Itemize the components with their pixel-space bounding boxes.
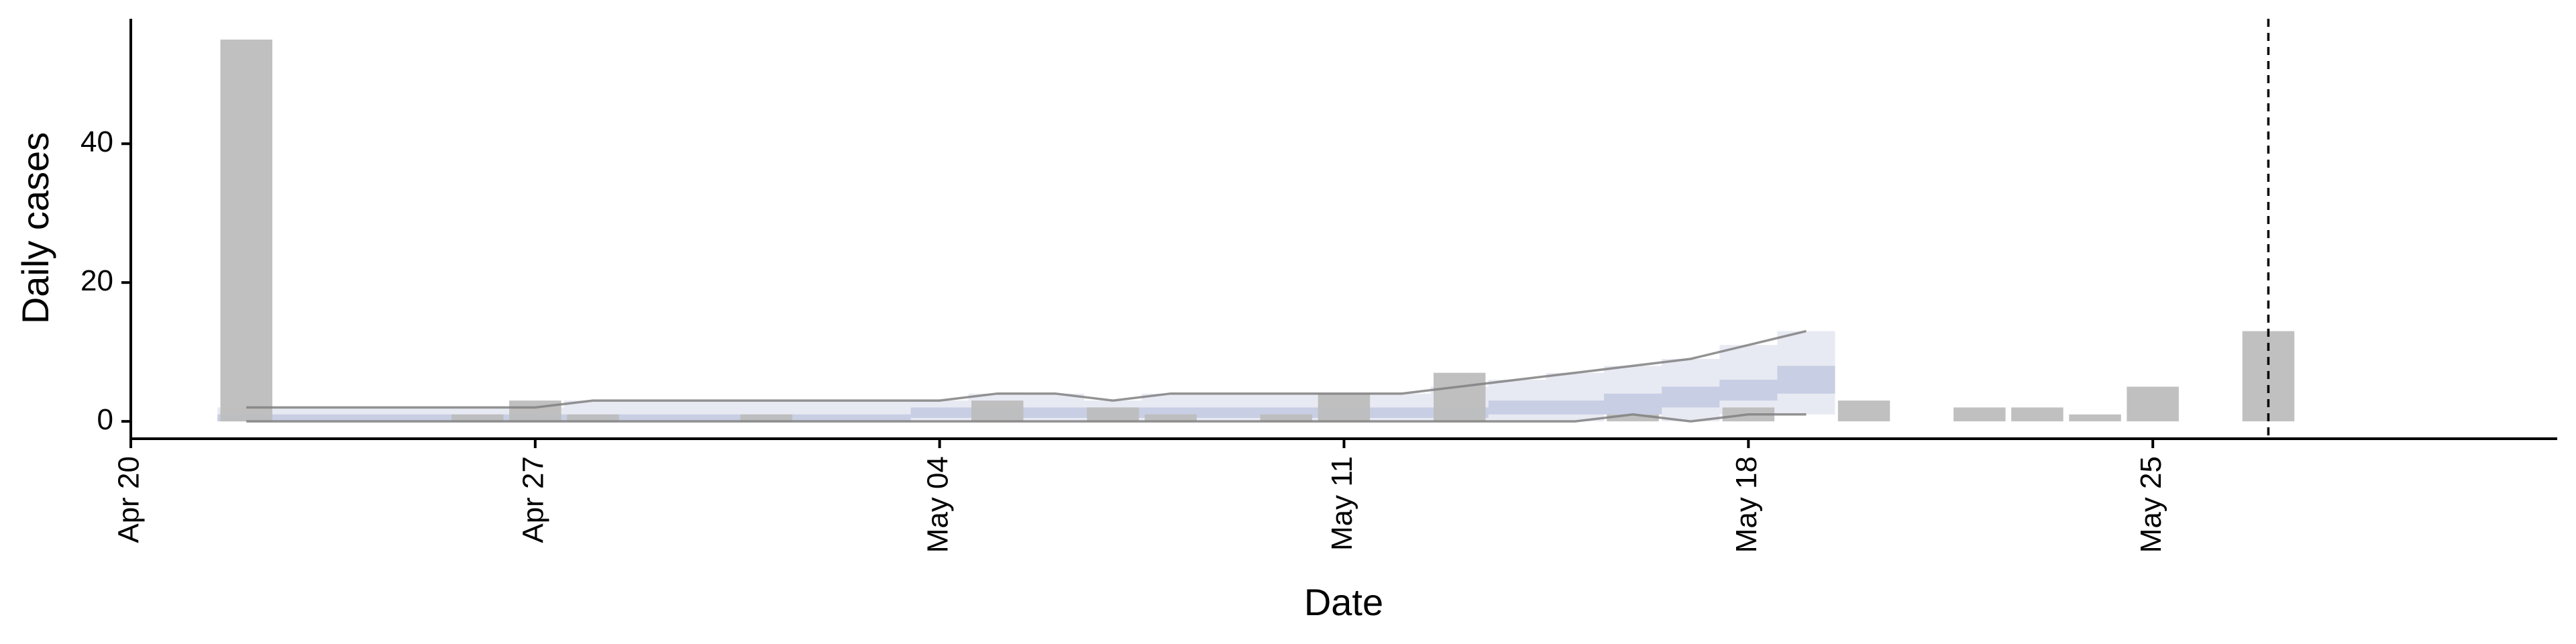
y-tick-label: 0 bbox=[97, 403, 113, 436]
case-bar bbox=[2127, 386, 2179, 422]
estimate-band-50 bbox=[217, 366, 1835, 422]
axes bbox=[129, 19, 2557, 440]
x-tick-label: Apr 27 bbox=[517, 456, 549, 543]
x-tick-label: May 04 bbox=[921, 456, 954, 553]
case-bar bbox=[740, 414, 793, 422]
case-bar bbox=[1144, 414, 1197, 422]
case-bar bbox=[567, 414, 619, 422]
case-bar bbox=[1434, 372, 1486, 422]
y-axis-title: Daily cases bbox=[14, 132, 56, 324]
case-bar bbox=[1953, 407, 2006, 422]
estimate-bands bbox=[217, 331, 1835, 422]
x-tick-label: Apr 20 bbox=[113, 456, 146, 543]
y-tick-label: 40 bbox=[80, 125, 113, 158]
case-bar bbox=[2069, 414, 2121, 422]
x-tick-label: May 25 bbox=[2135, 456, 2167, 553]
x-axis-ticks: Apr 20 Apr 27 May 04 May 11 May 18 May 25 bbox=[113, 439, 2167, 553]
y-tick-label: 20 bbox=[80, 264, 113, 297]
estimate-upper-line bbox=[246, 329, 1807, 409]
case-bar bbox=[1318, 393, 1371, 422]
case-bar bbox=[1607, 414, 1659, 422]
x-tick-label: May 11 bbox=[1326, 456, 1358, 551]
y-axis-ticks: 0 20 40 bbox=[80, 125, 131, 436]
case-bar bbox=[1260, 414, 1313, 422]
case-bar bbox=[220, 40, 272, 422]
case-bar bbox=[1087, 407, 1139, 422]
case-bar bbox=[451, 414, 504, 422]
case-bar bbox=[1837, 400, 1890, 422]
observed-case-bars bbox=[220, 40, 2295, 422]
case-bar bbox=[971, 400, 1024, 422]
x-axis-title: Date bbox=[1304, 581, 1383, 623]
estimate-bound-lines bbox=[246, 329, 1807, 423]
estimate-band-90 bbox=[217, 331, 1835, 422]
estimate-lower-line bbox=[246, 413, 1807, 423]
x-tick-label: May 18 bbox=[1730, 456, 1763, 553]
case-bar bbox=[2011, 407, 2063, 422]
case-bar bbox=[509, 400, 561, 422]
